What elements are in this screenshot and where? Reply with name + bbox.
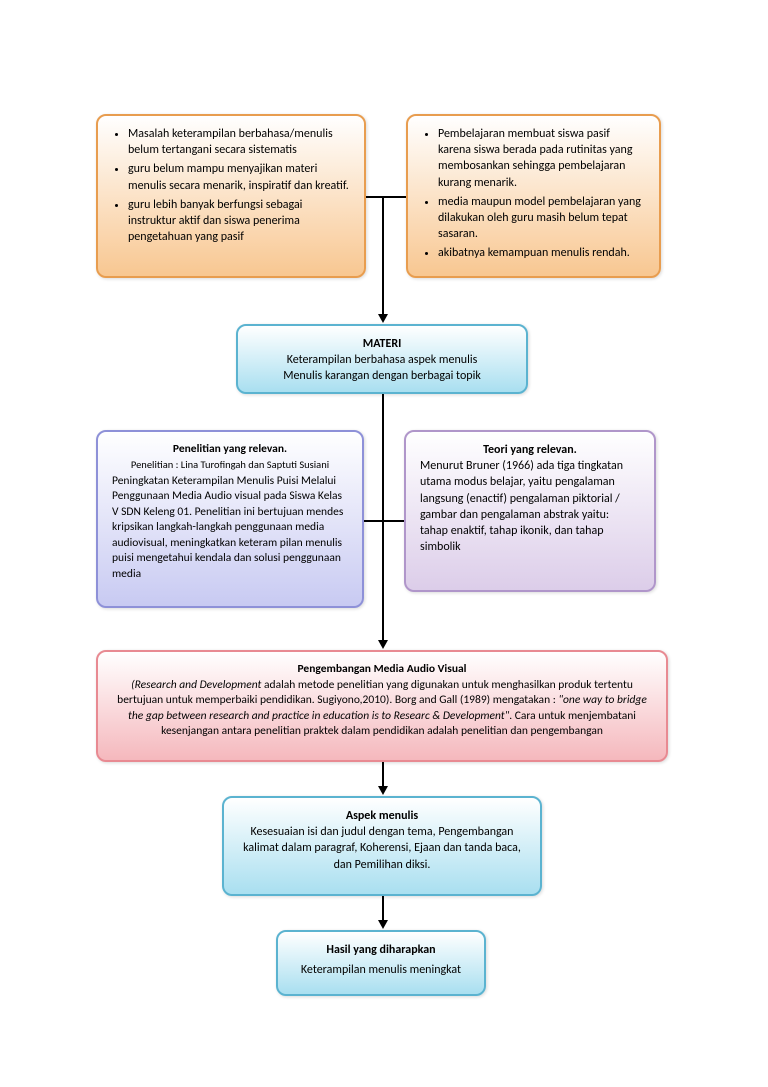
node-aspek: Aspek menulis Kesesuaian isi dan judul d… bbox=[222, 796, 542, 896]
node-title: MATERI bbox=[252, 336, 512, 352]
node-title: Teori yang relevan. bbox=[420, 442, 640, 458]
node-body: (Research and Development adalah metode … bbox=[112, 678, 652, 740]
node-pengembangan: Pengembangan Media Audio Visual (Researc… bbox=[96, 650, 668, 762]
bullet: Pembelajaran membuat siswa pasif karena … bbox=[438, 126, 645, 191]
node-body: Menurut Bruner (1966) ada tiga tingkatan… bbox=[420, 458, 640, 555]
node-teori: Teori yang relevan. Menurut Bruner (1966… bbox=[404, 430, 656, 592]
node-title: Aspek menulis bbox=[238, 808, 526, 824]
connector-line bbox=[382, 762, 384, 786]
bullet: guru lebih banyak berfungsi sebagai inst… bbox=[128, 197, 350, 246]
bullet: guru belum mampu menyajikan materi menul… bbox=[128, 161, 350, 193]
node-top-right: Pembelajaran membuat siswa pasif karena … bbox=[406, 114, 661, 278]
node-line: Keterampilan berbahasa aspek menulis bbox=[252, 352, 512, 368]
node-body: Kesesuaian isi dan judul dengan tema, Pe… bbox=[238, 824, 526, 873]
node-title: Penelitian yang relevan. bbox=[112, 442, 348, 458]
bullet: Masalah keterampilan berbahasa/menulis b… bbox=[128, 126, 350, 158]
arrow-down-icon bbox=[378, 786, 388, 795]
node-body: Peningkatan Keterampilan Menulis Puisi M… bbox=[112, 474, 348, 583]
node-subtitle: Penelitian : Lina Turofingah dan Saptuti… bbox=[112, 458, 348, 472]
arrow-down-icon bbox=[378, 640, 388, 649]
connector-line bbox=[382, 394, 384, 640]
bullet: media maupun model pembelajaran yang dil… bbox=[438, 194, 645, 243]
node-materi: MATERI Keterampilan berbahasa aspek menu… bbox=[236, 324, 528, 394]
node-penelitian: Penelitian yang relevan. Penelitian : Li… bbox=[96, 430, 364, 608]
arrow-down-icon bbox=[378, 920, 388, 929]
connector-line bbox=[382, 896, 384, 920]
bullet: akibatnya kemampuan menulis rendah. bbox=[438, 245, 645, 261]
connector-line bbox=[364, 520, 404, 522]
node-line: Menulis karangan dengan berbagai topik bbox=[252, 368, 512, 384]
node-title: Hasil yang diharapkan bbox=[292, 942, 470, 958]
arrow-down-icon bbox=[378, 314, 388, 323]
connector-line bbox=[366, 196, 406, 198]
node-top-left: Masalah keterampilan berbahasa/menulis b… bbox=[96, 114, 366, 278]
node-title: Pengembangan Media Audio Visual bbox=[112, 662, 652, 678]
connector-line bbox=[382, 196, 384, 314]
node-body: Keterampilan menulis meningkat bbox=[292, 962, 470, 978]
node-hasil: Hasil yang diharapkan Keterampilan menul… bbox=[276, 930, 486, 996]
